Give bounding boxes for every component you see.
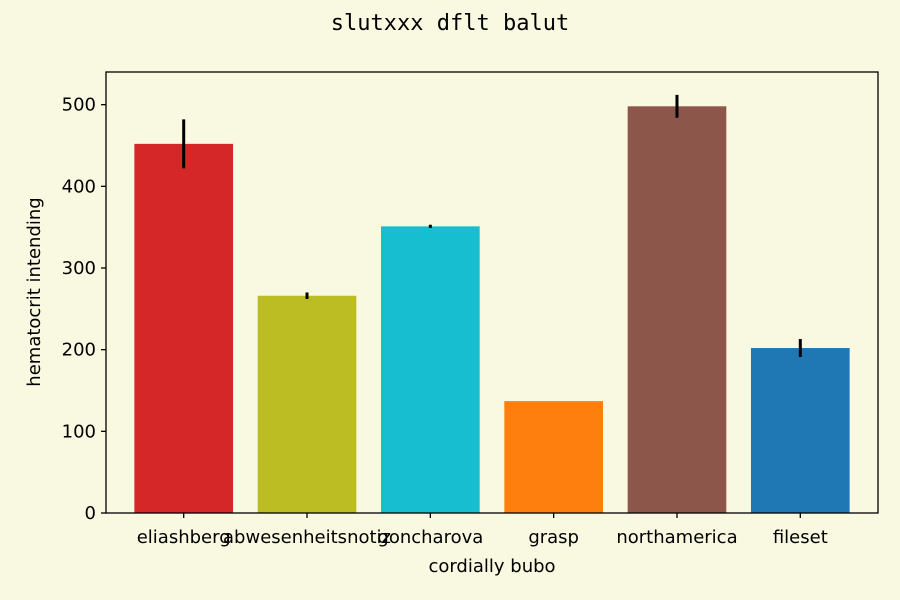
x-tick-label-fileset: fileset (773, 527, 828, 548)
y-tick-label-0: 0 (85, 503, 96, 524)
y-tick-label-300: 300 (62, 258, 96, 279)
x-axis-label: cordially bubo (428, 556, 555, 577)
y-tick-label-400: 400 (62, 176, 96, 197)
x-tick-label-eliashberg: eliashberg (137, 527, 231, 548)
y-tick-label-200: 200 (62, 340, 96, 361)
error-bars-layer (182, 94, 802, 358)
chart-title: slutxxx dflt balut (331, 11, 569, 36)
plot-area (106, 72, 878, 513)
x-tick-label-abwesenheitsnotiz: abwesenheitsnotiz (223, 527, 391, 548)
y-axis: 0 100 200 300 400 500 (62, 95, 106, 524)
bar-abwesenheitsnotiz (257, 295, 357, 513)
x-tick-label-grasp: grasp (528, 527, 579, 548)
bar-grasp (504, 401, 603, 513)
y-axis-label: hematocrit intending (24, 197, 45, 386)
bar-goncharova (381, 226, 480, 513)
x-tick-label-goncharova: goncharova (377, 527, 483, 548)
x-tick-label-northamerica: northamerica (616, 527, 737, 548)
bar-fileset (750, 348, 850, 513)
y-tick-label-500: 500 (62, 95, 96, 116)
bar-northamerica (627, 106, 727, 514)
plot-frame (105, 71, 879, 514)
bar-eliashberg (134, 143, 234, 513)
y-tick-label-100: 100 (62, 421, 96, 442)
bars-layer (134, 106, 850, 514)
